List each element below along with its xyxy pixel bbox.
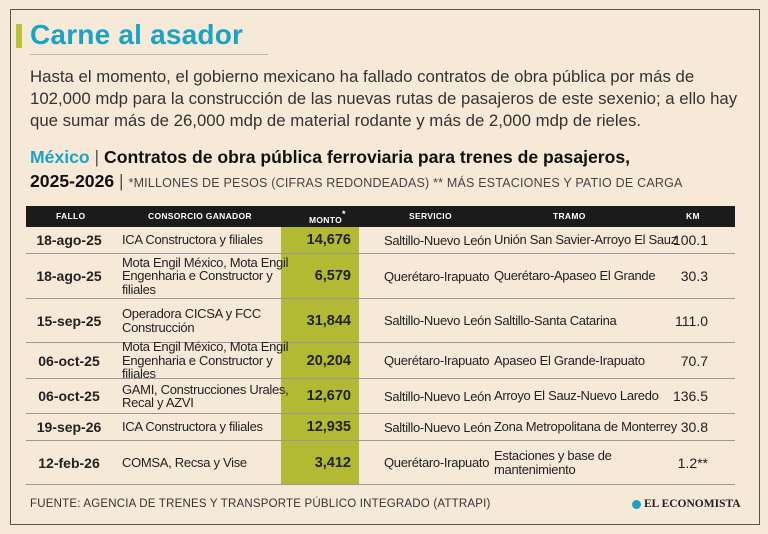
table-row: 06-oct-25 GAMI, Construcciones Urales, Re… (26, 379, 735, 414)
source-note: FUENTE: AGENCIA DE TRENES Y TRANSPORTE P… (30, 498, 491, 510)
cell-km: 111.0 (675, 312, 708, 329)
cell-monto: 12,935 (306, 419, 351, 435)
brand-logo: EL ECONOMISTA (632, 498, 741, 510)
header-tramo: TRAMO (553, 211, 586, 221)
cell-fallo: 15-sep-25 (36, 312, 102, 329)
cell-monto: 20,204 (306, 352, 351, 369)
header-monto-label: MONTO (309, 214, 342, 225)
cell-km: 30.8 (680, 419, 708, 435)
cell-servicio: Saltillo-Nuevo León (384, 388, 492, 404)
cell-fallo: 18-ago-25 (36, 268, 102, 284)
table-heading: México | Contratos de obra pública ferro… (30, 146, 750, 168)
cell-consorcio: Operadora CICSA y FCC Construcción (122, 306, 261, 335)
intro-paragraph: Hasta el momento, el gobierno mexicano h… (30, 67, 738, 130)
header-km: KM (686, 211, 700, 221)
cell-tramo: Querétaro-Apaseo El Grande (494, 268, 656, 284)
table-row: 18-ago-25 Mota Engil México, Mota Engil E… (26, 254, 735, 299)
cell-tramo: Arroyo El Sauz-Nuevo Laredo (494, 388, 659, 404)
infographic-frame (10, 9, 760, 525)
header-monto: MONTO* (309, 209, 346, 225)
table-row: 19-sep-26 ICA Constructora y filiales 12,9… (26, 414, 735, 441)
heading-country: México (30, 147, 90, 167)
cell-km: 30.3 (680, 268, 708, 284)
heading-text: Contratos de obra pública ferroviaria pa… (104, 147, 631, 167)
heading-note: *MILLONES DE PESOS (CIFRAS REDONDEADAS) … (128, 176, 683, 190)
cell-tramo: Zona Metropolitana de Monterrey (494, 419, 677, 435)
heading-separator: | (94, 147, 100, 167)
cell-monto: 14,676 (306, 232, 351, 248)
cell-km: 100.1 (672, 232, 708, 248)
logo-icon (632, 499, 641, 509)
cell-consorcio: Mota Engil México, Mota Engil Engenharia… (122, 339, 289, 382)
heading-separator-2: | (119, 171, 124, 191)
cell-servicio: Querétaro-Irapuato (384, 455, 490, 470)
cell-fallo: 19-sep-26 (36, 419, 102, 435)
cell-fallo: 12-feb-26 (38, 454, 100, 471)
table-row: 15-sep-25 Operadora CICSA y FCC Construcc… (26, 299, 735, 343)
cell-fallo: 06-oct-25 (38, 352, 100, 369)
cell-monto: 6,579 (314, 268, 351, 284)
cell-km: 1.2** (677, 454, 708, 471)
table-heading-line2: 2025-2026 | *MILLONES DE PESOS (CIFRAS R… (30, 170, 683, 194)
cell-tramo: Saltillo-Santa Catarina (494, 312, 617, 328)
header-servicio: SERVICIO (409, 211, 452, 221)
cell-fallo: 18-ago-25 (36, 232, 102, 248)
cell-consorcio: Mota Engil México, Mota Engil Engenharia… (122, 254, 289, 297)
title-divider (30, 54, 268, 55)
cell-km: 70.7 (680, 352, 708, 369)
cell-monto: 3,412 (314, 454, 351, 471)
cell-consorcio: ICA Constructora y filiales (122, 232, 263, 248)
cell-consorcio: ICA Constructora y filiales (122, 419, 263, 435)
cell-servicio: Saltillo-Nuevo León (384, 313, 492, 328)
cell-tramo: Apaseo El Grande-Irapuato (494, 352, 645, 368)
header-monto-mark: * (341, 209, 346, 219)
heading-years: 2025-2026 (30, 171, 115, 191)
header-fallo: FALLO (56, 211, 86, 221)
monto-column-highlight (281, 227, 359, 485)
cell-consorcio: GAMI, Construcciones Urales, Recal y AZV… (122, 381, 289, 410)
cell-fallo: 06-oct-25 (38, 388, 100, 404)
cell-km: 136.5 (672, 388, 708, 404)
table-row: 18-ago-25 ICA Constructora y filiales 14,6… (26, 227, 735, 254)
table-header: FALLO CONSORCIO GANADOR MONTO* SERVICIO … (26, 206, 735, 227)
table-row: 12-feb-26 COMSA, Recsa y Vise 3,412 Queréta… (26, 441, 735, 485)
cell-monto: 12,670 (306, 388, 351, 404)
cell-servicio: Querétaro-Irapuato (384, 268, 490, 284)
cell-tramo: Unión San Savier-Arroyo El Sauz (494, 232, 677, 248)
cell-monto: 31,844 (306, 312, 351, 329)
cell-servicio: Querétaro-Irapuato (384, 353, 490, 368)
cell-servicio: Saltillo-Nuevo León (384, 419, 492, 435)
table-row: 06-oct-25 Mota Engil México, Mota Engil E… (26, 339, 735, 382)
page-title: Carne al asador (30, 19, 244, 50)
cell-servicio: Saltillo-Nuevo León (384, 232, 492, 248)
logo-text: EL ECONOMISTA (644, 498, 741, 510)
title-accent-bar (16, 24, 22, 48)
cell-consorcio: COMSA, Recsa y Vise (122, 454, 247, 470)
cell-tramo: Estaciones y base de mantenimiento (494, 448, 612, 477)
header-consorcio: CONSORCIO GANADOR (148, 211, 252, 221)
